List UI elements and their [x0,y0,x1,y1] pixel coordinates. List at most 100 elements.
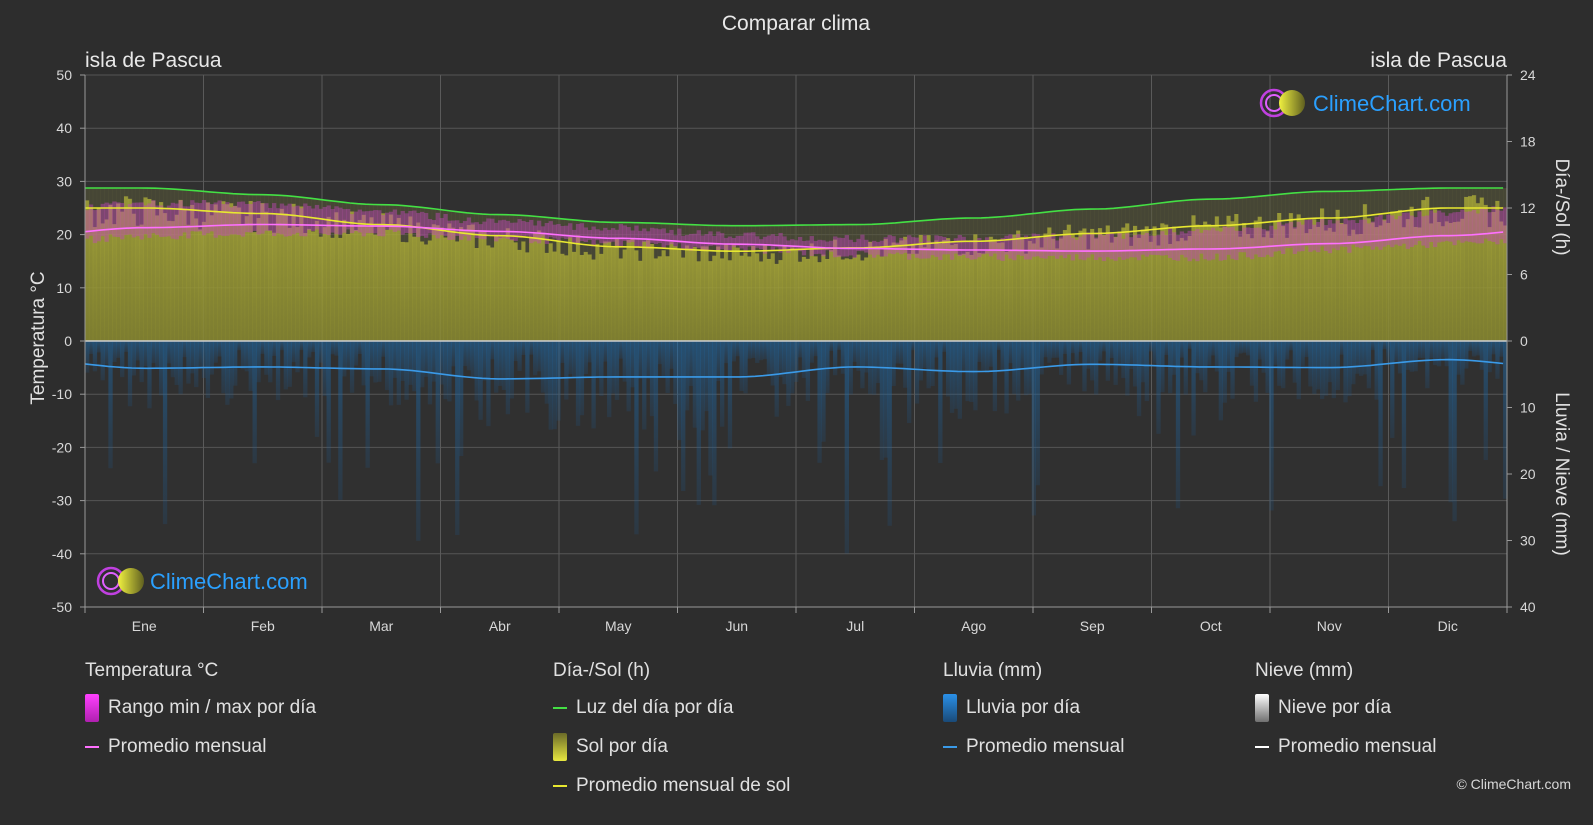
temp-range-day-bar [591,226,596,247]
sun-day-bar [790,247,795,341]
sun-day-bar [264,211,269,341]
temp-range-day-bar [1312,224,1317,251]
rain-day-bar [174,341,179,385]
daylight-day-bar [579,220,585,255]
temp-range-day-bar [1421,216,1426,246]
daylight-day-bar [478,213,483,231]
sun-day-bar [817,262,822,341]
temp-range-day-bar [1468,211,1473,242]
rain-day-bar [1070,341,1075,354]
daylight-day-bar [326,200,331,217]
sun-day-bar [1265,231,1270,341]
daylight-day-bar [969,218,974,255]
sun-day-bar [1094,238,1099,341]
temp-range-day-bar [1366,223,1372,247]
rain-day-bar [326,341,331,463]
sun-day-bar [583,251,588,341]
rain-day-bar [1222,341,1227,403]
sun-day-bar [1335,209,1340,341]
daylight-day-bar [790,225,795,248]
temp-range-day-bar [895,242,900,253]
rain-day-bar [922,341,927,369]
temp-range-day-bar [751,232,756,251]
rain-day-bar [388,341,394,406]
daylight-day-bar [244,194,250,217]
sun-day-bar [739,255,744,341]
sun-day-bar [1366,218,1372,341]
daylight-day-bar [435,209,440,226]
daylight-day-bar [544,217,550,253]
location-right: isla de Pascua [1370,49,1507,72]
rain-day-bar [1051,341,1056,358]
daylight-day-bar [279,195,285,209]
daylight-day-bar [673,223,678,247]
daylight-day-bar [162,188,168,214]
sun-day-bar [1035,237,1040,341]
rain-day-bar [186,341,191,384]
daylight-day-bar [1179,200,1185,238]
temp-range-day-bar [716,231,721,251]
rain-day-bar [447,341,452,402]
rain-day-bar [638,341,643,379]
daylight-day-bar [817,224,822,263]
sun-day-bar [233,206,238,341]
rain-day-bar [1234,341,1239,358]
daylight-day-bar [1234,198,1239,215]
rain-day-bar [455,341,460,535]
rain-day-bar [225,341,230,405]
rain-day-bar [346,341,351,370]
rain-day-bar [100,341,105,381]
rain-day-bar [536,341,542,372]
temp-range-day-bar [1479,208,1485,244]
sun-day-bar [201,221,207,341]
left-tick-label: 0 [64,333,72,349]
rain-day-bar [1394,341,1399,362]
sun-day-bar [373,234,378,341]
temp-range-day-bar [147,203,152,238]
sun-day-bar [634,250,639,341]
daylight-day-bar [922,220,927,248]
rain-day-bar [1460,341,1465,385]
temp-range-day-bar [96,209,101,242]
sun-day-bar [1078,230,1083,341]
temp-range-day-bar [291,206,296,235]
daylight-day-bar [1140,205,1146,230]
temp-range-day-bar [268,207,273,231]
rain-day-bar [260,341,265,354]
daylight-day-bar [1113,208,1118,237]
daylight-day-bar [1362,190,1368,205]
daylight-day-bar [883,223,888,240]
rain-day-bar [143,341,148,367]
daylight-day-bar [1483,188,1488,205]
rain-day-bar [595,341,600,379]
sun-day-bar [1319,208,1325,341]
daylight-day-bar [677,224,682,249]
sun-day-bar [945,238,951,341]
sun-day-bar [579,254,585,341]
rain-day-bar [88,341,94,354]
sun-day-bar [1203,221,1208,341]
daylight-day-bar [1284,193,1290,238]
temp-range-day-bar [225,202,230,236]
daylight-day-bar [1386,189,1391,223]
daylight-day-bar [1082,209,1087,229]
rain-day-bar [774,341,779,417]
temp-range-day-bar [1378,214,1383,250]
rain-day-bar [478,341,483,420]
temp-range-day-bar [1319,219,1325,247]
rain-day-bar [1296,341,1301,400]
rain-day-bar [287,341,292,387]
daylight-day-bar [287,195,292,228]
rain-day-bar [1475,341,1481,356]
daylight-day-bar [949,218,955,246]
sun-day-bar [907,253,912,341]
temp-range-day-bar [642,228,647,242]
sun-day-bar [575,235,581,341]
rain-day-bar [1008,341,1013,364]
sun-day-bar [1109,242,1114,341]
sun-day-bar [1117,231,1122,341]
daylight-day-bar [501,214,507,238]
rain-day-bar [1082,341,1087,392]
daylight-day-bar [1238,198,1243,237]
temp-range-day-bar [1109,233,1114,260]
